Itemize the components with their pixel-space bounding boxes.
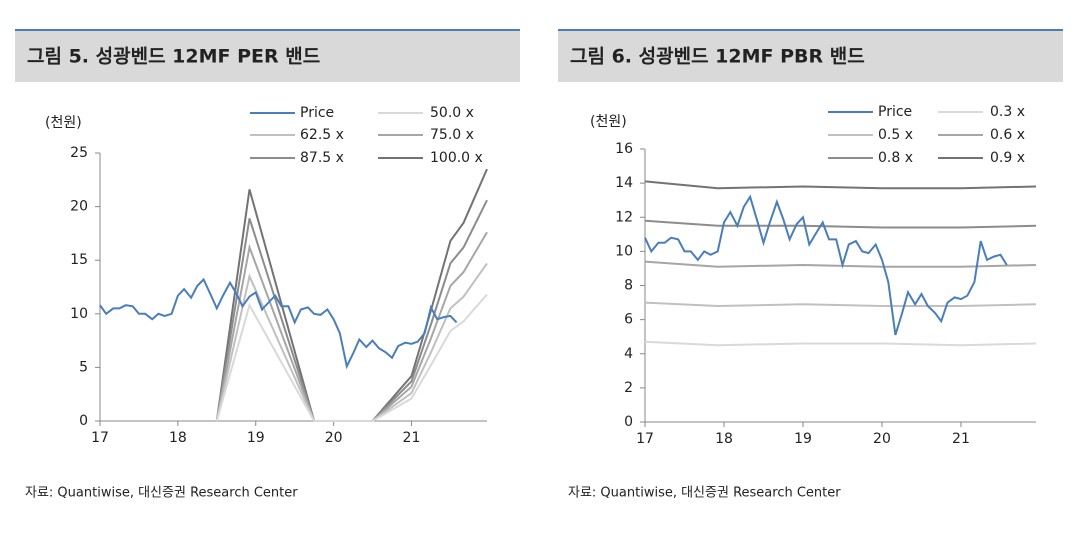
y-tick-label: 12 [615, 209, 633, 225]
y-tick-label: 10 [615, 243, 633, 259]
y-tick-label: 16 [615, 141, 633, 157]
y-tick-label: 4 [624, 346, 633, 362]
y-tick-label: 6 [624, 312, 633, 328]
legend-label: 50.0 x [430, 105, 474, 121]
x-tick-label: 17 [636, 431, 654, 447]
series-line [644, 194, 1008, 336]
x-tick-label: 17 [91, 430, 109, 446]
series-line [215, 199, 488, 422]
y-tick-label: 8 [624, 278, 633, 294]
y-tick-label: 15 [70, 252, 88, 268]
source-note: 자료: Quantiwise, 대신증권 Research Center [25, 486, 298, 501]
legend-label: Price [300, 105, 334, 121]
series-line [215, 168, 488, 422]
x-tick-label: 19 [794, 431, 812, 447]
legend-label: 0.3 x [990, 104, 1025, 120]
legend-label: 0.9 x [990, 150, 1025, 166]
legend-label: 75.0 x [430, 127, 474, 143]
series-line [215, 293, 488, 422]
y-tick-label: 2 [624, 380, 633, 396]
header-box [558, 30, 1063, 82]
series-line [644, 301, 1037, 308]
legend-label: 0.6 x [990, 127, 1025, 143]
series-line [644, 180, 1037, 190]
chart-title: 그림 5. 성광벤드 12MF PER 밴드 [27, 46, 320, 68]
legend-label: 0.5 x [878, 127, 913, 143]
legend-label: 62.5 x [300, 127, 344, 143]
source-note: 자료: Quantiwise, 대신증권 Research Center [568, 486, 841, 501]
y-tick-label: 10 [70, 306, 88, 322]
y-tick-label: 0 [624, 414, 633, 430]
y-tick-label: 20 [70, 199, 88, 215]
chart-title: 그림 6. 성광벤드 12MF PBR 밴드 [570, 46, 865, 68]
y-tick-label: 5 [79, 359, 88, 375]
x-tick-label: 20 [873, 431, 891, 447]
x-tick-label: 21 [952, 431, 970, 447]
y-axis-label: (천원) [45, 115, 82, 131]
y-tick-label: 25 [70, 145, 88, 161]
header-box [15, 30, 520, 82]
y-axis-label: (천원) [590, 114, 627, 130]
series-line [644, 340, 1037, 347]
x-tick-label: 19 [247, 430, 265, 446]
y-tick-label: 14 [615, 175, 633, 191]
series-line [215, 262, 488, 422]
series-line [644, 219, 1037, 229]
series-line [99, 277, 458, 370]
legend-label: 0.8 x [878, 150, 913, 166]
series-line [215, 231, 488, 422]
legend-label: Price [878, 104, 912, 120]
legend-label: 87.5 x [300, 150, 344, 166]
x-tick-label: 21 [403, 430, 421, 446]
x-tick-label: 18 [169, 430, 187, 446]
x-tick-label: 18 [715, 431, 733, 447]
x-tick-label: 20 [325, 430, 343, 446]
legend-label: 100.0 x [430, 150, 483, 166]
y-tick-label: 0 [79, 413, 88, 429]
